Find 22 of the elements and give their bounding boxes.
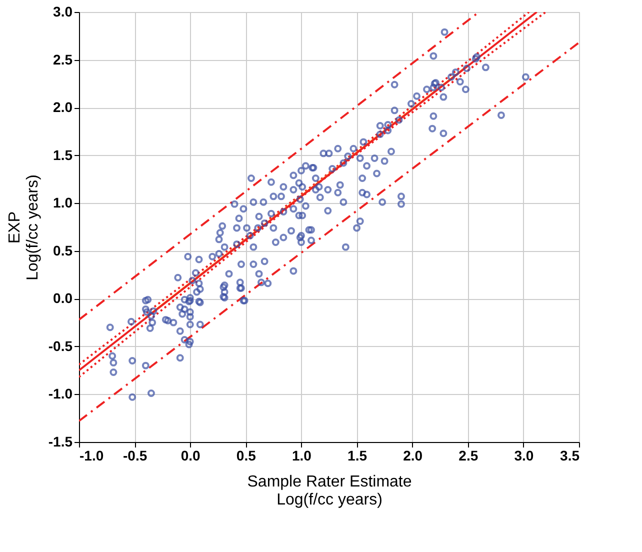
x-tick-label: 0.5 <box>236 448 256 464</box>
y-tick-label: 2.5 <box>53 51 73 68</box>
y-tick-label: -1.0 <box>48 386 73 402</box>
x-tick-label: 3.0 <box>514 448 534 464</box>
x-tick-label: 1.5 <box>348 448 368 464</box>
x-tick-label: 3.5 <box>560 448 580 464</box>
y-tick-label: 0.5 <box>53 242 73 258</box>
x-tick-label: -1.0 <box>80 448 104 464</box>
x-tick-label: 0.0 <box>180 448 201 464</box>
x-axis-title: Sample Rater Estimate Log(f/cc years) <box>247 474 412 508</box>
x-tick-label: -0.5 <box>122 448 148 464</box>
y-tick-label: -1.5 <box>48 434 73 450</box>
x-tick-label: 1.0 <box>292 448 312 464</box>
y-tick-label: 2.0 <box>53 99 73 116</box>
x-tick-label: 2.5 <box>458 448 478 464</box>
y-tick-label: 1.0 <box>53 194 73 211</box>
y-axis-title: EXP Log(f/cc years) <box>6 174 42 280</box>
x-tick-label: 2.0 <box>403 448 423 464</box>
y-tick-label: 1.5 <box>53 146 73 163</box>
y-tick-label: 3.0 <box>53 4 73 20</box>
y-tick-label: -0.5 <box>48 338 73 354</box>
y-tick-label: 0.0 <box>53 290 73 306</box>
